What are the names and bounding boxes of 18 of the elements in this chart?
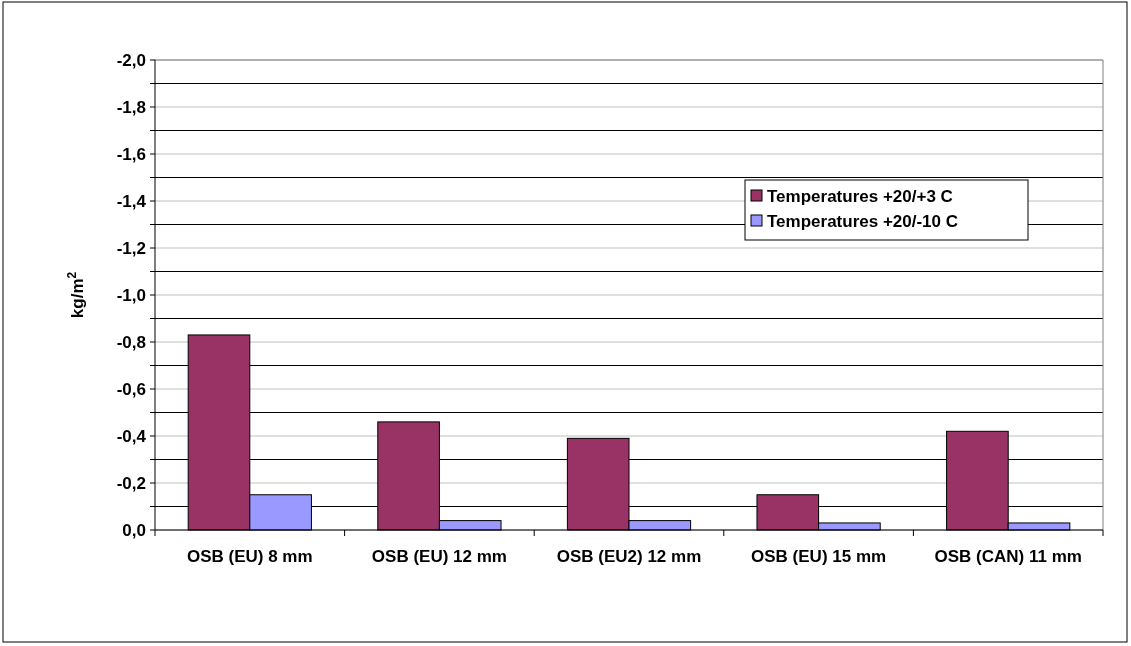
y-tick-label: -2,0: [116, 50, 146, 70]
legend-label: Temperatures +20/+3 C: [767, 186, 953, 206]
x-tick-label: OSB (EU) 15 mm: [751, 547, 887, 566]
y-tick-label: 0,0: [122, 520, 146, 540]
y-tick-label: -0,6: [116, 379, 146, 399]
y-tick-label: -1,0: [116, 285, 146, 305]
y-tick-label: -0,8: [116, 332, 146, 352]
x-tick-label: OSB (EU2) 12 mm: [556, 547, 702, 566]
y-tick-label: -1,8: [116, 97, 146, 117]
x-tick-label: OSB (EU) 8 mm: [186, 547, 313, 566]
y-tick-label: -1,2: [116, 238, 146, 258]
y-tick-label: -1,4: [116, 191, 147, 211]
y-tick-label: -1,6: [116, 144, 146, 164]
legend-label: Temperatures +20/-10 C: [767, 211, 959, 231]
y-tick-label: -0,2: [116, 473, 146, 493]
y-tick-label: -0,4: [116, 426, 147, 446]
x-tick-label: OSB (CAN) 11 mm: [934, 547, 1082, 566]
x-tick-label: OSB (EU) 12 mm: [371, 547, 507, 566]
